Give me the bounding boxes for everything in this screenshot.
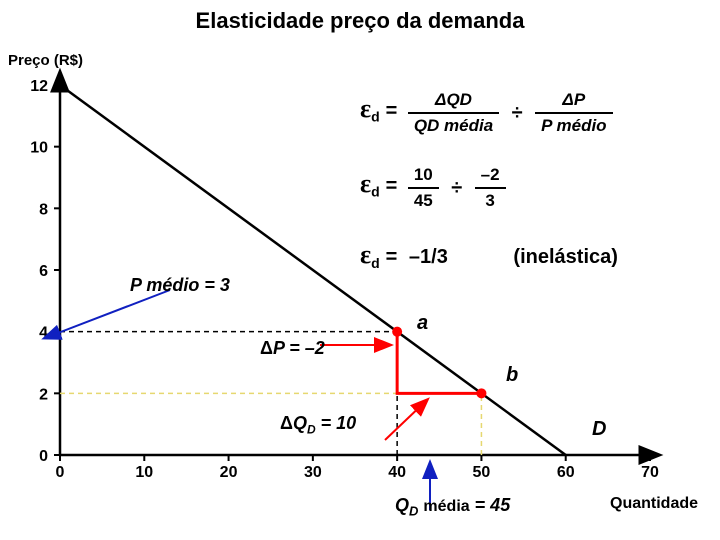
- formula-2: εd= 1045 ÷ –23: [360, 165, 506, 211]
- point-b-label: b: [506, 364, 518, 387]
- formula-3: εd= –1/3 (inelástica): [360, 240, 618, 271]
- svg-text:2: 2: [39, 386, 48, 403]
- formula-1: εd= ΔQDQD média ÷ ΔPP médio: [360, 90, 613, 136]
- annot-qdmedia: QD média = 45: [395, 495, 510, 519]
- annot-pmedio: P médio = 3: [130, 275, 230, 296]
- svg-text:4: 4: [39, 325, 48, 342]
- point-a-label: a: [417, 312, 428, 335]
- svg-text:30: 30: [304, 464, 322, 481]
- svg-text:50: 50: [473, 464, 491, 481]
- svg-text:60: 60: [557, 464, 575, 481]
- annot-deltaqd: ΔQD = 10: [280, 413, 356, 437]
- svg-text:40: 40: [388, 464, 406, 481]
- svg-text:12: 12: [30, 78, 48, 95]
- svg-text:0: 0: [56, 464, 65, 481]
- demand-line-label: D: [592, 418, 606, 441]
- svg-text:10: 10: [135, 464, 153, 481]
- svg-text:10: 10: [30, 140, 48, 157]
- x-axis-label: Quantidade: [610, 495, 698, 513]
- svg-text:20: 20: [220, 464, 238, 481]
- svg-text:8: 8: [39, 201, 48, 218]
- annot-deltap: ΔP = –2: [260, 338, 325, 359]
- svg-text:6: 6: [39, 263, 48, 280]
- svg-text:70: 70: [641, 464, 659, 481]
- svg-text:0: 0: [39, 448, 48, 465]
